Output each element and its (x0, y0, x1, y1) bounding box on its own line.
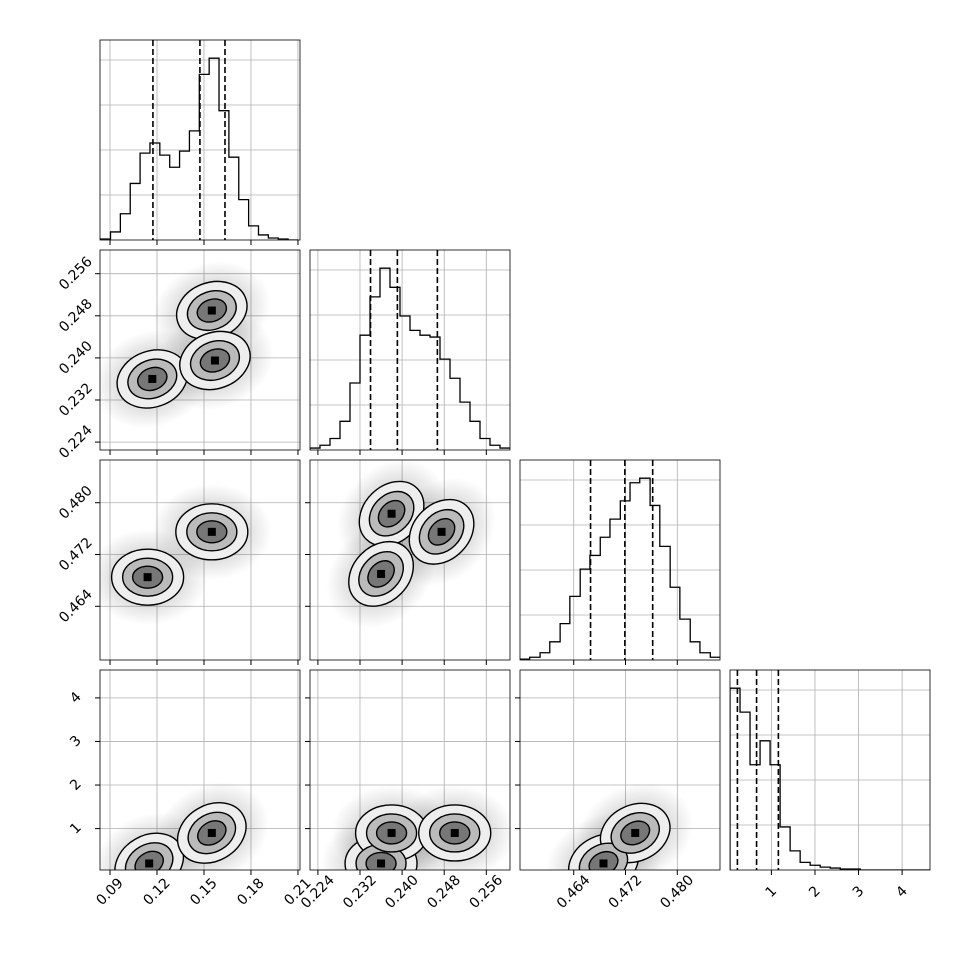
panel-content (520, 670, 720, 870)
x-tick-label: 0.18 (234, 875, 267, 908)
x-tick-label: 3 (850, 883, 868, 901)
x-tick-label: 0.464 (554, 872, 594, 912)
x-tick-label: 0.256 (466, 872, 506, 912)
y-tick-label: 0.232 (56, 380, 96, 420)
histogram (730, 687, 930, 870)
y-tick-label: 1 (67, 820, 85, 838)
panel-content (520, 460, 720, 660)
x-tick-label: 0.480 (657, 872, 697, 912)
panel-frame (519, 459, 721, 661)
y-tick-label: 3 (67, 733, 85, 751)
x-tick-label: 0.232 (340, 872, 380, 912)
x-tick-label: 0.15 (187, 875, 220, 908)
density-peak (437, 527, 446, 536)
panel-content (100, 40, 300, 240)
density-peak (387, 828, 396, 837)
y-tick-label: 0.480 (56, 483, 96, 523)
x-tick-label: 0.248 (424, 872, 464, 912)
panel (305, 459, 511, 665)
panel-content (310, 670, 510, 870)
y-tick-label: 0.240 (56, 338, 96, 378)
density-peak (207, 828, 216, 837)
x-tick-label: 0.240 (382, 872, 422, 912)
panel (309, 249, 511, 455)
x-tick-label: 0.09 (93, 875, 126, 908)
density-peak (377, 569, 386, 578)
x-tick-label: 2 (806, 883, 824, 901)
density-peak (387, 509, 396, 518)
density-peak (377, 859, 386, 868)
density-peak (207, 527, 216, 536)
panel-frame (309, 669, 511, 871)
y-tick-label: 4 (67, 689, 85, 707)
panel-frame (309, 249, 511, 451)
panel-frame (99, 669, 301, 871)
y-tick-label: 0.248 (56, 296, 96, 336)
density-peak (450, 828, 459, 837)
y-tick-label: 2 (67, 776, 85, 794)
density-peak (210, 356, 219, 365)
panel-content (310, 460, 510, 660)
density-peak (207, 306, 216, 315)
y-tick-label: 0.464 (56, 586, 96, 626)
density-peak (143, 573, 152, 582)
panel-content (100, 250, 300, 450)
y-tick-label: 0.256 (56, 254, 96, 294)
panel (519, 459, 721, 665)
panel-frame (519, 669, 721, 871)
y-tick-label: 0.472 (56, 535, 96, 575)
panel: 0.464 0.472 0.480 (56, 459, 301, 665)
panel-frame (99, 459, 301, 661)
panel-content (730, 670, 930, 870)
panel (99, 39, 301, 245)
panel: 0.464 0.472 0.480 (515, 669, 721, 912)
density-peak (631, 828, 640, 837)
density-peak (599, 859, 608, 868)
panel-frame (99, 249, 301, 451)
panel-frame (99, 39, 301, 241)
panel: 1 2 3 4 (729, 669, 931, 901)
histogram (520, 477, 720, 660)
y-tick-label: 0.224 (56, 422, 96, 462)
histogram (310, 267, 510, 450)
x-tick-label: 1 (763, 883, 781, 901)
x-tick-label: 4 (893, 883, 911, 901)
panel-content (310, 250, 510, 450)
x-tick-label: 0.12 (140, 875, 173, 908)
panel-frame (729, 669, 931, 871)
panel-content (100, 670, 300, 870)
x-tick-label: 0.472 (606, 872, 646, 912)
panel-content (100, 460, 300, 660)
density-peak (148, 374, 157, 383)
density-peak (145, 859, 154, 868)
panel-frame (309, 459, 511, 661)
